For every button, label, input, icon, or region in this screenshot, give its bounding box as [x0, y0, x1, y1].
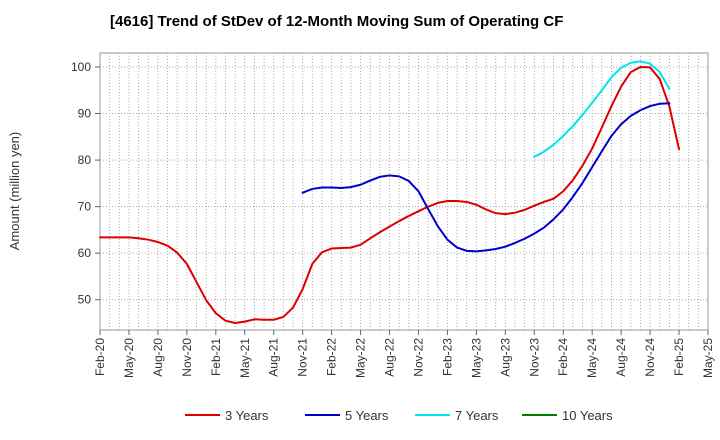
- legend-item: 10 Years: [522, 408, 613, 423]
- x-tick-label: Nov-23: [527, 338, 541, 377]
- series-line-7-years: [533, 60, 671, 158]
- legend-label: 7 Years: [455, 408, 499, 423]
- plot-frame: [99, 52, 709, 331]
- legend: 3 Years 5 Years 7 Years 10 Years: [185, 408, 613, 423]
- x-tick-label: Nov-22: [411, 338, 425, 377]
- series-line-5-years: [301, 102, 671, 253]
- y-axis: 50 60 70 80 90 100: [71, 60, 100, 307]
- x-tick-label: Aug-21: [267, 338, 281, 377]
- x-tick-label: Nov-21: [296, 338, 310, 377]
- legend-label: 5 Years: [345, 408, 389, 423]
- series-line-3-years: [99, 65, 681, 325]
- y-tick-label: 50: [78, 293, 92, 307]
- y-tick-label: 100: [71, 60, 91, 74]
- x-tick-label: Feb-20: [93, 338, 107, 376]
- x-tick-label: Aug-23: [498, 338, 512, 377]
- x-tick-label: May-23: [469, 338, 483, 378]
- legend-label: 3 Years: [225, 408, 269, 423]
- legend-item: 3 Years: [185, 408, 269, 423]
- y-tick-label: 70: [78, 200, 92, 214]
- x-tick-label: Feb-22: [325, 338, 339, 376]
- plot-area: [100, 53, 708, 330]
- x-tick-label: May-24: [585, 338, 599, 378]
- x-tick-label: Nov-20: [180, 338, 194, 377]
- x-tick-label: May-20: [122, 338, 136, 378]
- series-layer: [99, 60, 681, 325]
- x-tick-label: Nov-24: [643, 338, 657, 377]
- x-tick-label: May-22: [354, 338, 368, 378]
- x-tick-label: Aug-20: [151, 338, 165, 377]
- y-tick-label: 80: [78, 153, 92, 167]
- chart-title: [4616] Trend of StDev of 12-Month Moving…: [110, 13, 563, 30]
- y-tick-label: 90: [78, 107, 92, 121]
- x-tick-label: Aug-22: [383, 338, 397, 377]
- legend-item: 5 Years: [305, 408, 389, 423]
- legend-item: 7 Years: [415, 408, 499, 423]
- x-tick-label: May-25: [701, 338, 715, 378]
- x-tick-label: May-21: [238, 338, 252, 378]
- x-tick-label: Aug-24: [614, 338, 628, 377]
- y-tick-label: 60: [78, 246, 92, 260]
- x-tick-label: Feb-21: [209, 338, 223, 376]
- x-axis: Feb-20 May-20 Aug-20 Nov-20 Feb-21 May-21 Aug-…: [93, 330, 715, 378]
- x-tick-label: Feb-25: [672, 338, 686, 376]
- y-axis-label: Amount (million yen): [7, 132, 22, 251]
- x-tick-label: Feb-23: [440, 338, 454, 376]
- x-tick-label: Feb-24: [556, 338, 570, 376]
- legend-label: 10 Years: [562, 408, 613, 423]
